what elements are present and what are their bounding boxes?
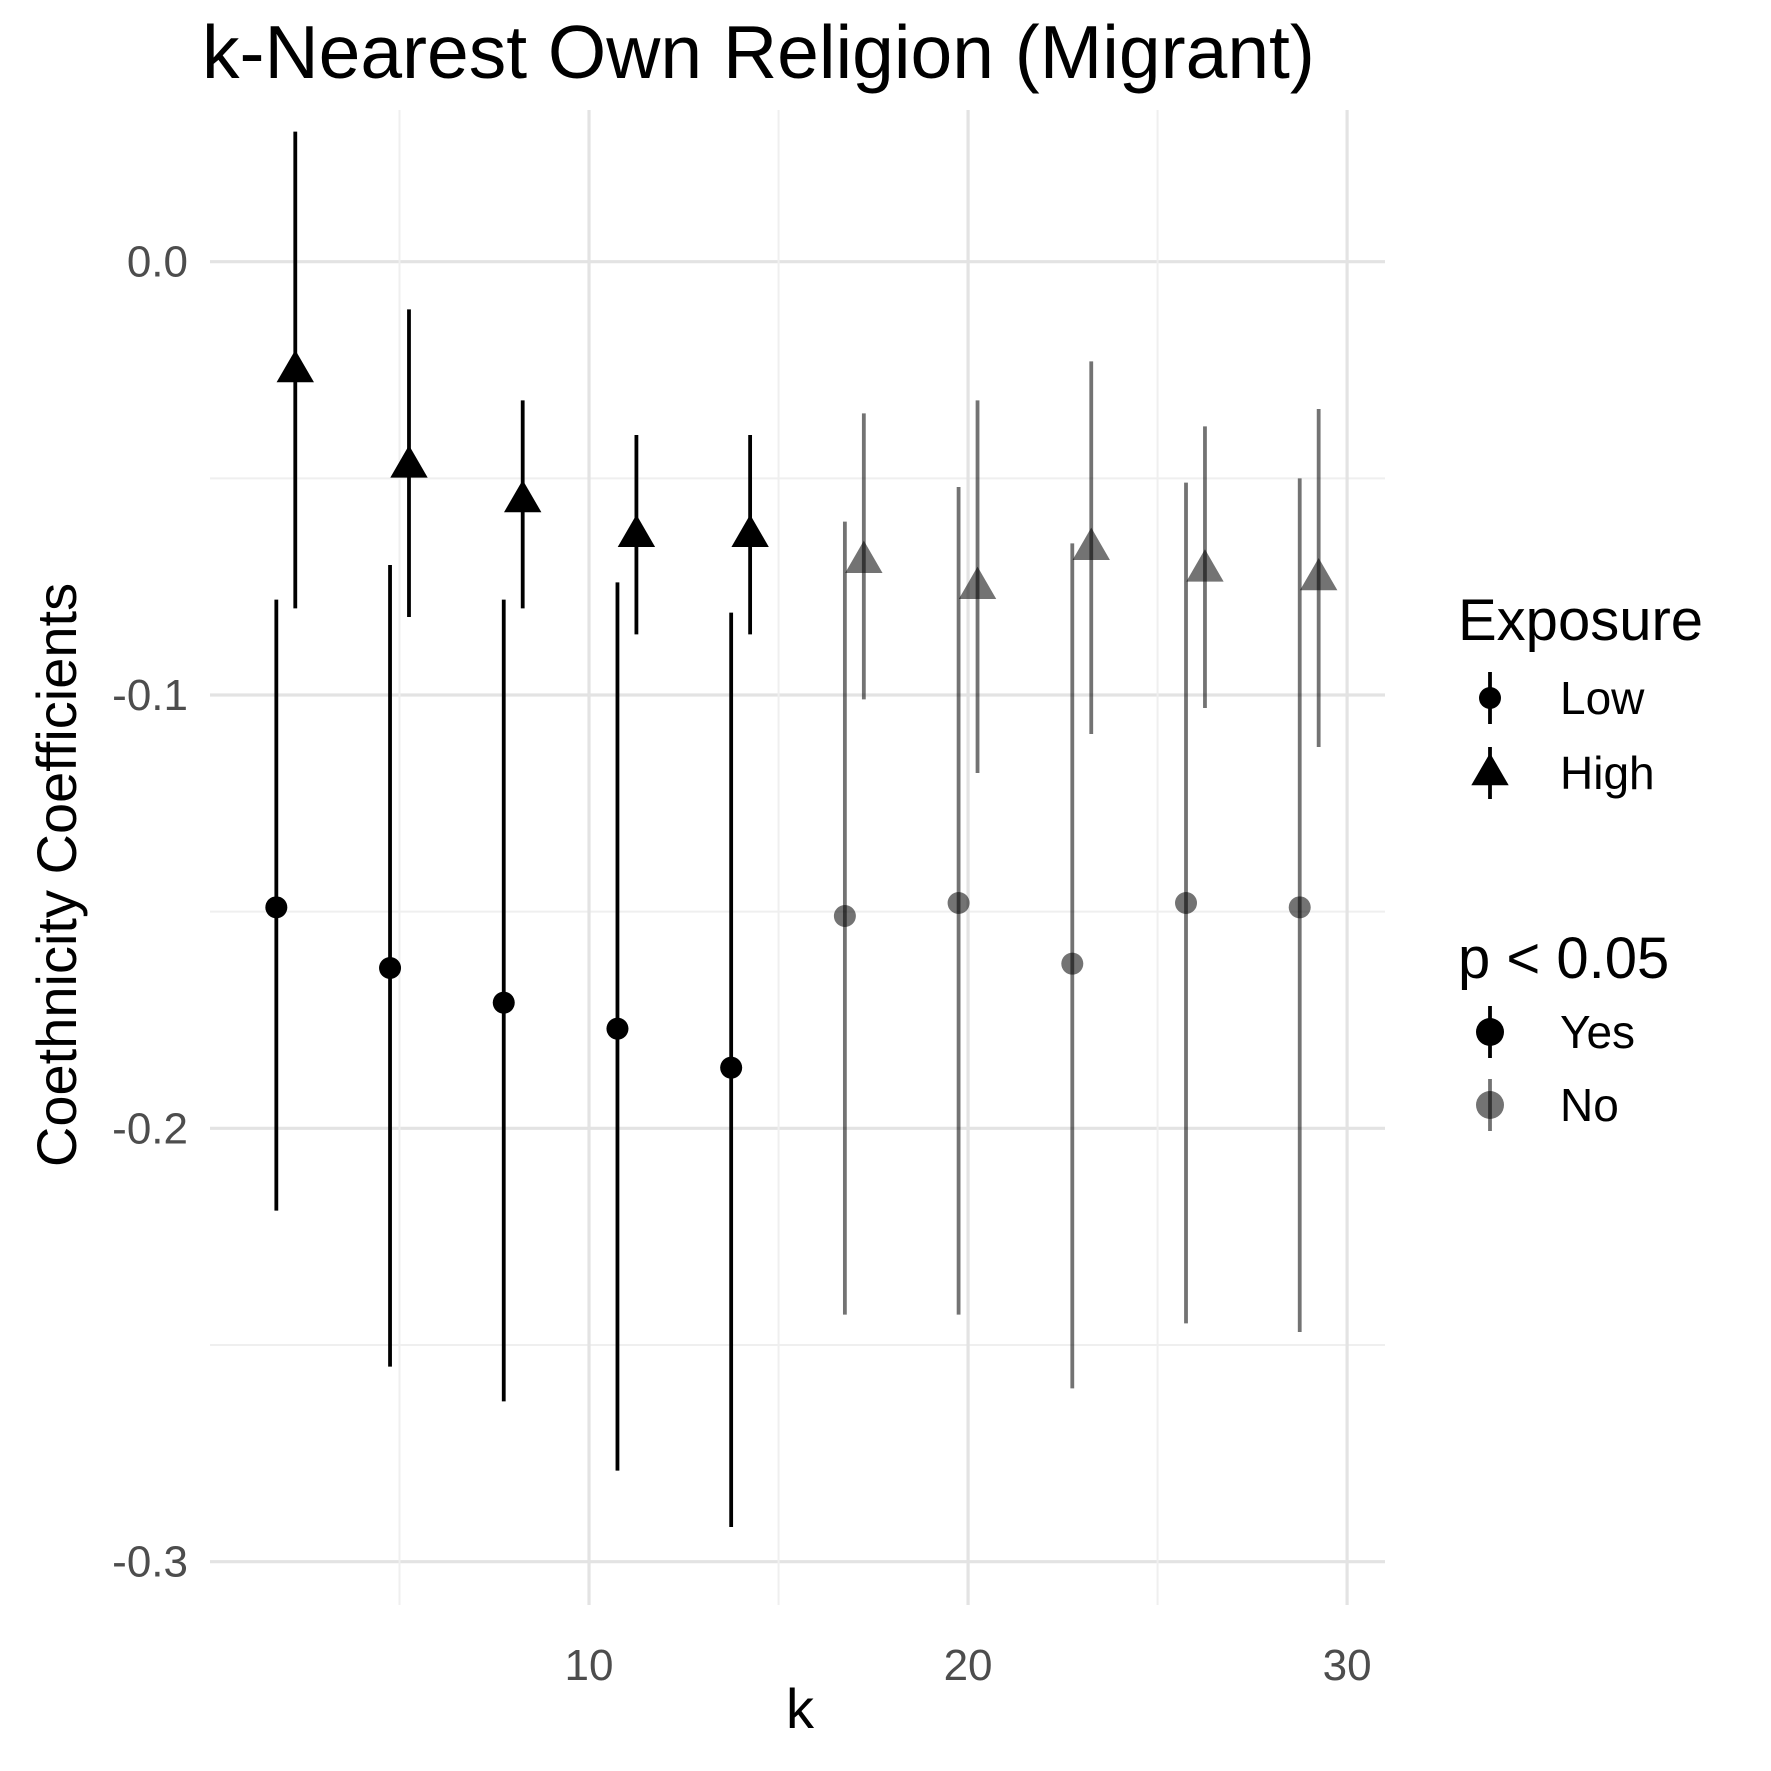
triangle-marker <box>504 479 542 513</box>
point-marker <box>720 1056 743 1079</box>
legend-key-circle <box>1479 687 1501 709</box>
point-marker <box>1288 896 1311 919</box>
point-marker <box>606 1017 629 1040</box>
series-high <box>276 131 1338 773</box>
triangle-marker <box>1299 557 1338 591</box>
y-tick-label: -0.2 <box>112 1104 188 1153</box>
point-marker <box>379 957 402 979</box>
triangle-marker <box>276 349 314 383</box>
triangle-marker <box>958 566 997 599</box>
triangle-marker <box>617 514 656 547</box>
triangle-marker <box>845 540 883 573</box>
x-tick-labels: 10 20 30 <box>565 1641 1372 1690</box>
x-tick-label: 30 <box>1323 1641 1372 1690</box>
y-tick-label: 0.0 <box>127 238 188 287</box>
legend-key-circle <box>1476 1018 1504 1046</box>
legend-label: No <box>1560 1079 1619 1131</box>
point-marker <box>1175 892 1198 914</box>
y-tick-label: -0.1 <box>112 671 188 720</box>
legend-title: p < 0.05 <box>1458 926 1669 991</box>
point-marker <box>1061 952 1084 975</box>
legend-key-triangle <box>1471 752 1509 786</box>
triangle-marker <box>1186 549 1224 582</box>
triangle-marker <box>390 445 428 478</box>
y-tick-labels: 0.0 -0.1 -0.2 -0.3 <box>112 238 188 1587</box>
triangle-marker <box>1072 527 1110 560</box>
plot-marks <box>265 131 1338 1527</box>
chart-title: k-Nearest Own Religion (Migrant) <box>202 10 1315 94</box>
grid <box>210 110 1385 1605</box>
triangle-marker <box>731 514 769 547</box>
y-axis-title: Coethnicity Coefficients <box>25 583 88 1167</box>
x-tick-label: 10 <box>565 1641 614 1690</box>
legend-label: High <box>1560 747 1655 799</box>
legend-label: Yes <box>1560 1006 1635 1058</box>
series-low <box>265 478 1311 1527</box>
point-marker <box>947 892 970 914</box>
point-marker <box>265 896 288 919</box>
point-marker <box>492 991 515 1014</box>
x-axis-title: k <box>786 1677 815 1740</box>
legend-key-circle <box>1476 1091 1504 1119</box>
point-marker <box>833 905 856 927</box>
legend-label: Low <box>1560 672 1645 724</box>
legend-title: Exposure <box>1458 588 1703 653</box>
legend: Exposure Low High p < 0.05 Yes No <box>1458 588 1703 1131</box>
y-tick-label: -0.3 <box>112 1538 188 1587</box>
x-tick-label: 20 <box>944 1641 993 1690</box>
